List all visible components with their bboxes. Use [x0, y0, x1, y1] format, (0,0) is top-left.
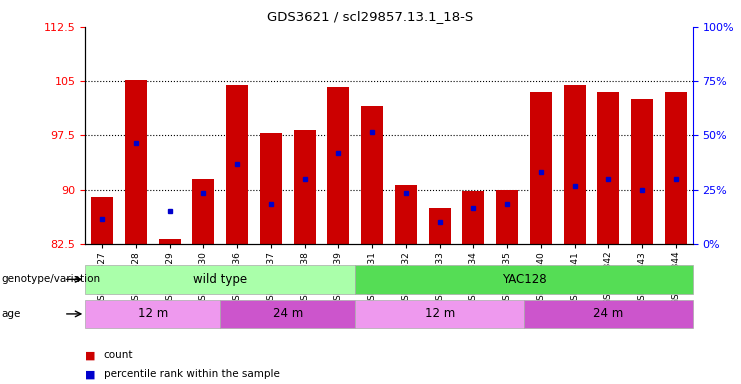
Bar: [361, 106, 383, 244]
Bar: [395, 185, 417, 244]
Bar: [125, 79, 147, 244]
Text: ■: ■: [85, 369, 96, 379]
Bar: [429, 208, 451, 244]
Bar: [496, 190, 518, 244]
Text: ■: ■: [85, 350, 96, 360]
Bar: [524, 300, 693, 328]
Text: GDS3621 / scl29857.13.1_18-S: GDS3621 / scl29857.13.1_18-S: [268, 10, 473, 23]
Bar: [328, 87, 349, 244]
Bar: [564, 85, 585, 244]
Bar: [226, 85, 248, 244]
Bar: [260, 133, 282, 244]
Bar: [91, 197, 113, 244]
Text: 24 m: 24 m: [273, 308, 303, 320]
Bar: [355, 265, 693, 294]
Bar: [85, 300, 220, 328]
Text: 12 m: 12 m: [138, 308, 168, 320]
Bar: [530, 92, 552, 244]
Text: count: count: [104, 350, 133, 360]
Bar: [462, 191, 485, 244]
Bar: [159, 239, 181, 244]
Bar: [193, 179, 214, 244]
Bar: [355, 300, 524, 328]
Text: wild type: wild type: [193, 273, 247, 286]
Text: 12 m: 12 m: [425, 308, 455, 320]
Text: YAC128: YAC128: [502, 273, 546, 286]
Bar: [665, 92, 687, 244]
Bar: [597, 92, 619, 244]
Text: age: age: [1, 309, 21, 319]
Bar: [293, 130, 316, 244]
Bar: [85, 265, 355, 294]
Bar: [631, 99, 653, 244]
Text: 24 m: 24 m: [594, 308, 624, 320]
Text: percentile rank within the sample: percentile rank within the sample: [104, 369, 279, 379]
Text: genotype/variation: genotype/variation: [1, 274, 101, 285]
Bar: [220, 300, 355, 328]
